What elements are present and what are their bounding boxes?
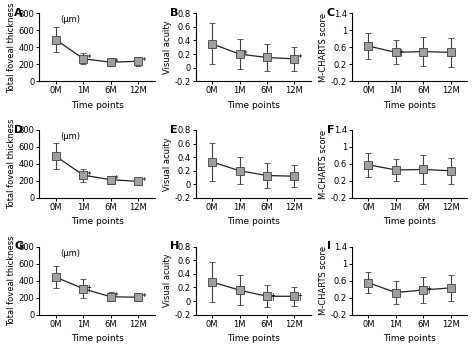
Text: *: * [141, 57, 146, 66]
X-axis label: Time points: Time points [71, 101, 123, 110]
Text: A: A [14, 8, 23, 18]
Text: (μm): (μm) [60, 248, 80, 258]
Y-axis label: M-CHARTS score: M-CHARTS score [319, 13, 328, 82]
Text: B: B [170, 8, 179, 18]
Y-axis label: M-CHARTS score: M-CHARTS score [319, 130, 328, 198]
Y-axis label: Visual acuity: Visual acuity [163, 21, 172, 74]
Text: *: * [87, 54, 91, 63]
Text: †: † [298, 292, 302, 301]
Y-axis label: Visual acuity: Visual acuity [163, 254, 172, 307]
Text: *: * [243, 50, 247, 58]
X-axis label: Time points: Time points [227, 101, 280, 110]
Text: *: * [141, 177, 146, 186]
Text: †: † [270, 292, 275, 301]
Text: H: H [170, 241, 180, 251]
X-axis label: Time points: Time points [71, 217, 123, 226]
X-axis label: Time points: Time points [71, 334, 123, 343]
Text: *: * [114, 58, 118, 66]
X-axis label: Time points: Time points [227, 217, 280, 226]
Text: F: F [327, 125, 334, 134]
X-axis label: Time points: Time points [383, 334, 436, 343]
Y-axis label: Total foveal thickness: Total foveal thickness [7, 119, 16, 209]
X-axis label: Time points: Time points [383, 101, 436, 110]
Text: C: C [327, 8, 335, 18]
Y-axis label: M-CHARTS score: M-CHARTS score [319, 246, 328, 315]
Text: †: † [87, 284, 91, 293]
Text: †: † [399, 48, 403, 57]
Text: *: * [114, 292, 118, 301]
Text: E: E [170, 125, 178, 134]
Text: *: * [298, 54, 302, 63]
Text: *: * [141, 293, 146, 302]
Y-axis label: Total foveal thickness: Total foveal thickness [7, 236, 16, 326]
Text: (μm): (μm) [60, 132, 80, 141]
Text: G: G [14, 241, 23, 251]
Y-axis label: Visual acuity: Visual acuity [163, 137, 172, 191]
X-axis label: Time points: Time points [383, 217, 436, 226]
Text: D: D [14, 125, 23, 134]
X-axis label: Time points: Time points [227, 334, 280, 343]
Text: †: † [427, 286, 431, 294]
Text: *: * [87, 171, 91, 180]
Text: *: * [114, 175, 118, 184]
Text: (μm): (μm) [60, 15, 80, 24]
Text: I: I [327, 241, 330, 251]
Y-axis label: Total foveal thickness: Total foveal thickness [7, 2, 16, 92]
